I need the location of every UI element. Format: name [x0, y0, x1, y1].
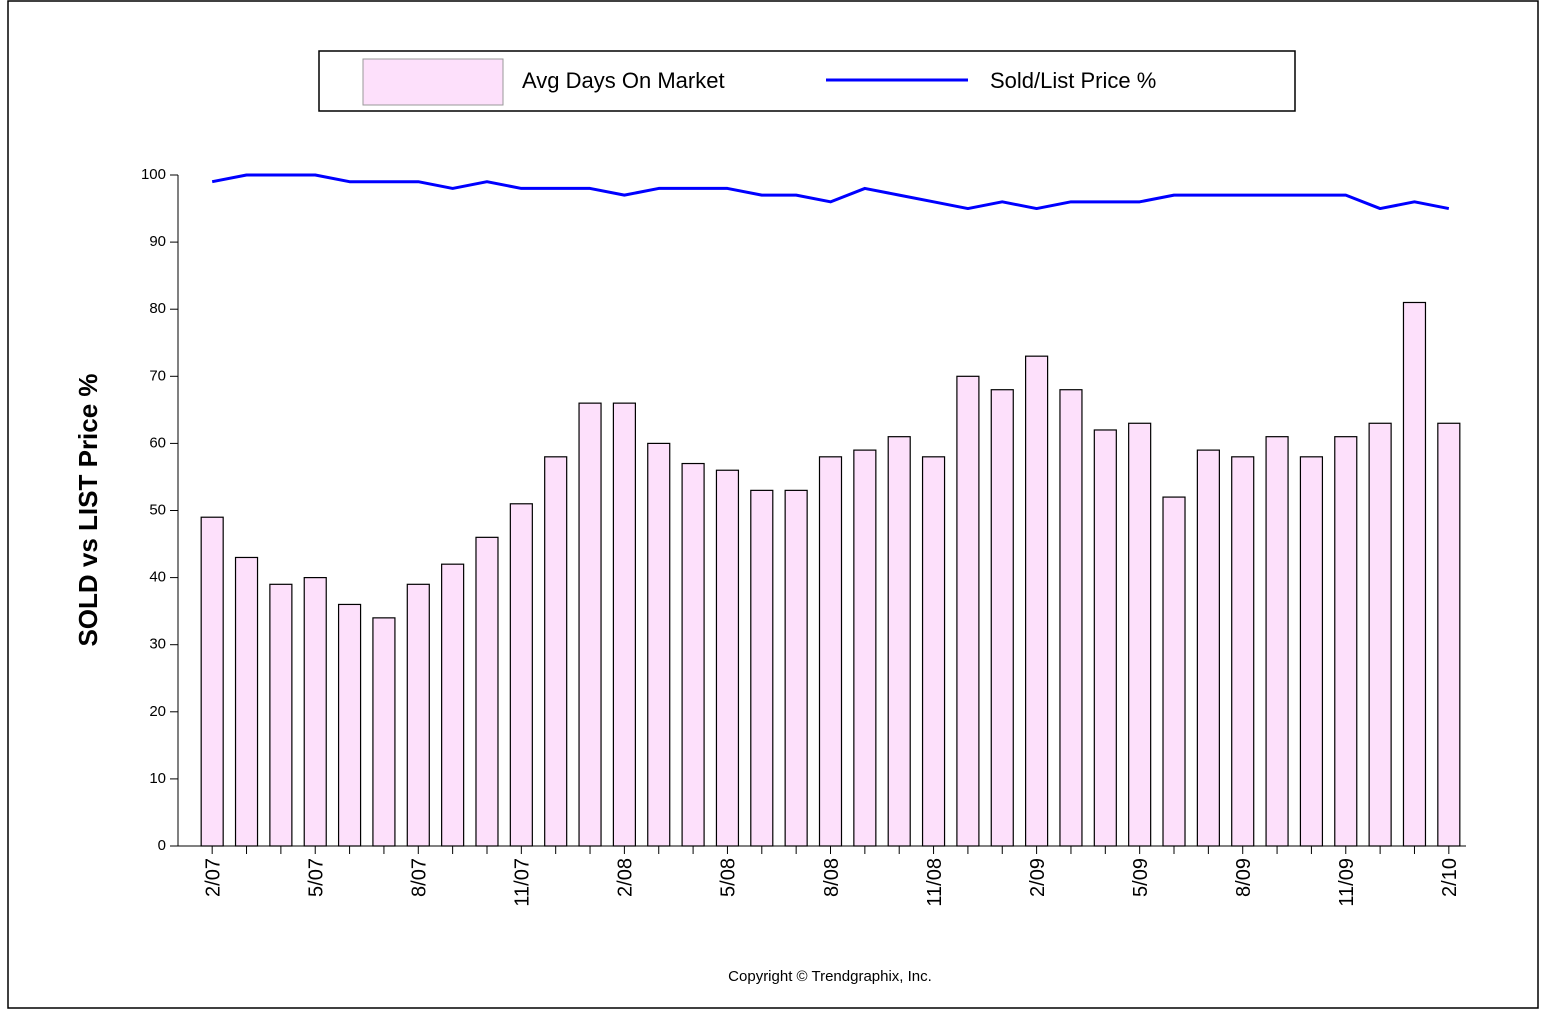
legend-label: Sold/List Price %: [990, 68, 1156, 93]
legend-label: Avg Days On Market: [522, 68, 725, 93]
y-tick-label: 50: [149, 501, 166, 518]
bar: [269, 583, 293, 847]
x-tick-label: 2/09: [1027, 858, 1049, 897]
x-tick-label: 5/09: [1130, 858, 1152, 897]
bar: [303, 576, 327, 847]
bar: [1265, 436, 1289, 847]
bar: [1402, 301, 1427, 847]
y-tick-label: 0: [158, 837, 166, 854]
y-tick-label: 20: [149, 703, 166, 720]
bar: [921, 456, 946, 847]
bar: [784, 489, 808, 847]
bar: [475, 536, 499, 847]
y-axis-label: SOLD vs LIST Price %: [73, 373, 103, 646]
y-tick-label: 10: [149, 770, 166, 787]
bar: [1196, 449, 1220, 847]
x-tick-label: 2/08: [615, 858, 637, 897]
x-tick-label: 11/08: [924, 858, 946, 907]
bar: [200, 516, 224, 847]
bar: [1093, 429, 1117, 847]
x-tick-label: 2/07: [202, 858, 224, 897]
x-tick-label: 5/07: [306, 858, 328, 897]
bar: [578, 402, 602, 847]
copyright: Copyright © Trendgraphix, Inc.: [728, 968, 932, 985]
bar: [509, 503, 533, 847]
x-tick-label: 8/07: [409, 858, 431, 897]
x-tick-label: 8/09: [1233, 858, 1255, 897]
bar: [853, 449, 877, 847]
bar: [1059, 389, 1083, 847]
x-tick-label: 11/09: [1336, 858, 1358, 907]
frame: [7, 0, 1539, 1009]
bar: [544, 456, 568, 847]
bar: [681, 462, 705, 847]
line: [211, 173, 1450, 211]
bar: [1162, 496, 1186, 847]
bar: [441, 563, 465, 847]
legend-swatch: [362, 58, 504, 106]
bar: [1231, 456, 1255, 847]
bar: [1334, 436, 1358, 847]
x-tick-label: 5/08: [718, 858, 740, 897]
y-tick-label: 30: [149, 636, 166, 653]
bar: [612, 402, 636, 847]
bar: [647, 442, 671, 847]
bar: [406, 583, 430, 847]
bar: [750, 489, 774, 847]
x-tick-label: 11/07: [512, 858, 534, 907]
y-tick-label: 80: [149, 300, 166, 317]
y-tick-label: 90: [149, 233, 166, 250]
bar: [887, 436, 911, 847]
bar: [990, 389, 1014, 847]
bar: [1025, 355, 1049, 847]
bar: [1299, 456, 1324, 847]
bar: [956, 375, 980, 847]
y-tick-label: 40: [149, 569, 166, 586]
y-tick-label: 70: [149, 367, 166, 384]
x-tick-label: 8/08: [821, 858, 843, 897]
bar: [1128, 422, 1152, 847]
bar: [337, 603, 362, 847]
x-tick-label: 2/10: [1439, 858, 1461, 897]
bar: [234, 556, 259, 847]
y-tick-label: 60: [149, 434, 166, 451]
y-tick-label: 100: [141, 166, 166, 183]
bar: [372, 617, 396, 847]
bar: [818, 456, 843, 847]
bar: [1437, 422, 1461, 847]
bar: [715, 469, 740, 847]
bar: [1368, 422, 1392, 847]
